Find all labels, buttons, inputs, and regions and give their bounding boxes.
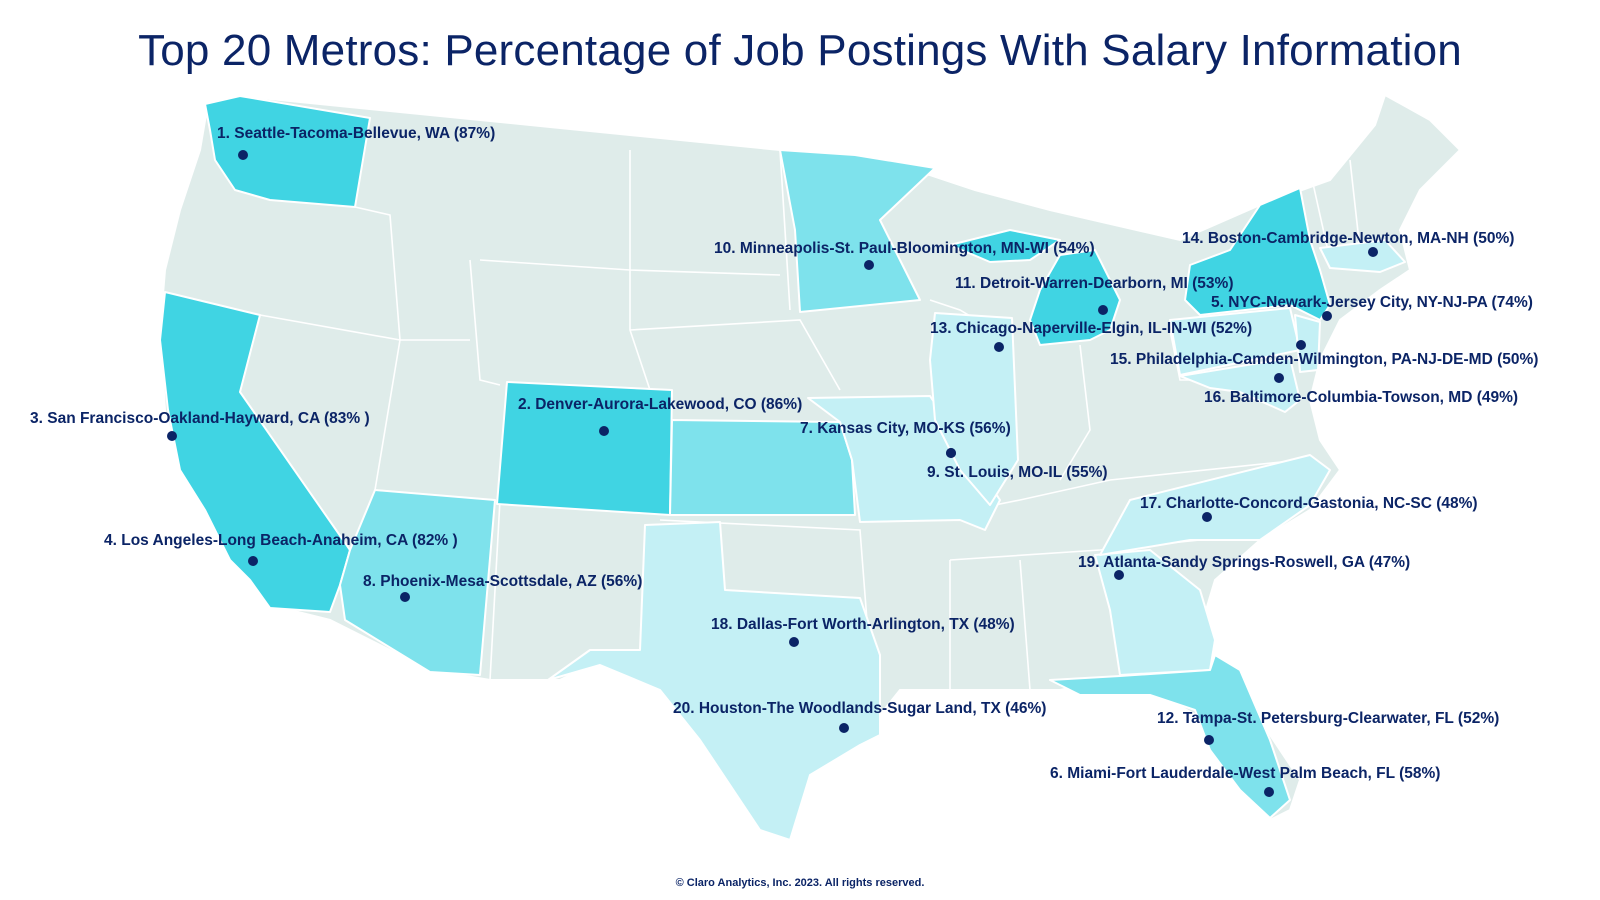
metro-label-12: 12. Tampa-St. Petersburg-Clearwater, FL … [1157,710,1499,727]
metro-dot-18 [789,637,799,647]
metro-dot-3 [167,431,177,441]
state-texas [547,521,881,841]
metro-dot-4 [248,556,258,566]
metro-label-11: 11. Detroit-Warren-Dearborn, MI (53%) [955,275,1233,292]
metro-dot-8 [400,592,410,602]
state-florida [1049,654,1291,819]
state-new-jersey [1294,314,1321,373]
state-arizona [339,489,496,676]
state-michigan-upper [949,229,1061,263]
state-washington [204,95,371,208]
metro-label-8: 8. Phoenix-Mesa-Scottsdale, AZ (56%) [363,573,642,590]
metro-dot-12 [1204,735,1214,745]
copyright-footer: © Claro Analytics, Inc. 2023. All rights… [675,877,925,889]
metro-dot-14 [1368,247,1378,257]
metro-label-16: 16. Baltimore-Columbia-Towson, MD (49%) [1204,389,1518,406]
metro-label-15: 15. Philadelphia-Camden-Wilmington, PA-N… [1110,351,1538,368]
state-georgia [1094,549,1216,676]
metro-dot-1 [238,150,248,160]
metro-dot-17 [1202,512,1212,522]
state-california [159,291,351,613]
metro-label-5: 5. NYC-Newark-Jersey City, NY-NJ-PA (74%… [1211,294,1533,311]
metro-dot-15 [1296,340,1306,350]
metro-layer: 1. Seattle-Tacoma-Bellevue, WA (87%) 2. D… [30,125,1538,797]
state-kansas [669,419,856,516]
metro-label-1: 1. Seattle-Tacoma-Bellevue, WA (87%) [217,125,495,142]
metro-dot-19 [1114,570,1124,580]
metro-dot-20 [839,723,849,733]
metro-dot-5 [1322,311,1332,321]
metro-label-3: 3. San Francisco-Oakland-Hayward, CA (83… [30,410,370,427]
metro-label-14: 14. Boston-Cambridge-Newton, MA-NH (50%) [1182,230,1514,247]
metro-label-19: 19. Atlanta-Sandy Springs-Roswell, GA (4… [1078,554,1410,571]
state-michigan [1029,249,1121,346]
metro-label-4: 4. Los Angeles-Long Beach-Anaheim, CA (8… [104,532,458,549]
map-title: Top 20 Metros: Percentage of Job Posting… [138,26,1462,75]
metro-label-9: 9. St. Louis, MO-IL (55%) [927,464,1108,481]
metro-label-13: 13. Chicago-Naperville-Elgin, IL-IN-WI (… [930,320,1252,337]
metro-dot-13 [994,342,1004,352]
metro-dot-2 [599,426,609,436]
metro-label-10: 10. Minneapolis-St. Paul-Bloomington, MN… [714,240,1095,257]
metro-label-6: 6. Miami-Fort Lauderdale-West Palm Beach… [1050,765,1440,782]
metro-label-20: 20. Houston-The Woodlands-Sugar Land, TX… [673,700,1046,717]
state-massachusetts [1319,239,1406,273]
state-north-carolina [1099,454,1331,556]
metro-dot-10 [864,260,874,270]
metro-label-2: 2. Denver-Aurora-Lakewood, CO (86%) [518,396,802,413]
metro-label-17: 17. Charlotte-Concord-Gastonia, NC-SC (4… [1140,495,1478,512]
state-minnesota [779,149,936,313]
metro-label-7: 7. Kansas City, MO-KS (56%) [800,420,1011,437]
state-new-york [1184,187,1331,321]
state-illinois [929,312,1019,506]
state-maryland [1179,357,1301,413]
metro-dot-11 [1098,305,1108,315]
metro-dot-16 [1274,373,1284,383]
metro-label-18: 18. Dallas-Fort Worth-Arlington, TX (48%… [711,616,1015,633]
metro-dot-9 [946,448,956,458]
metro-dot-6 [1264,787,1274,797]
